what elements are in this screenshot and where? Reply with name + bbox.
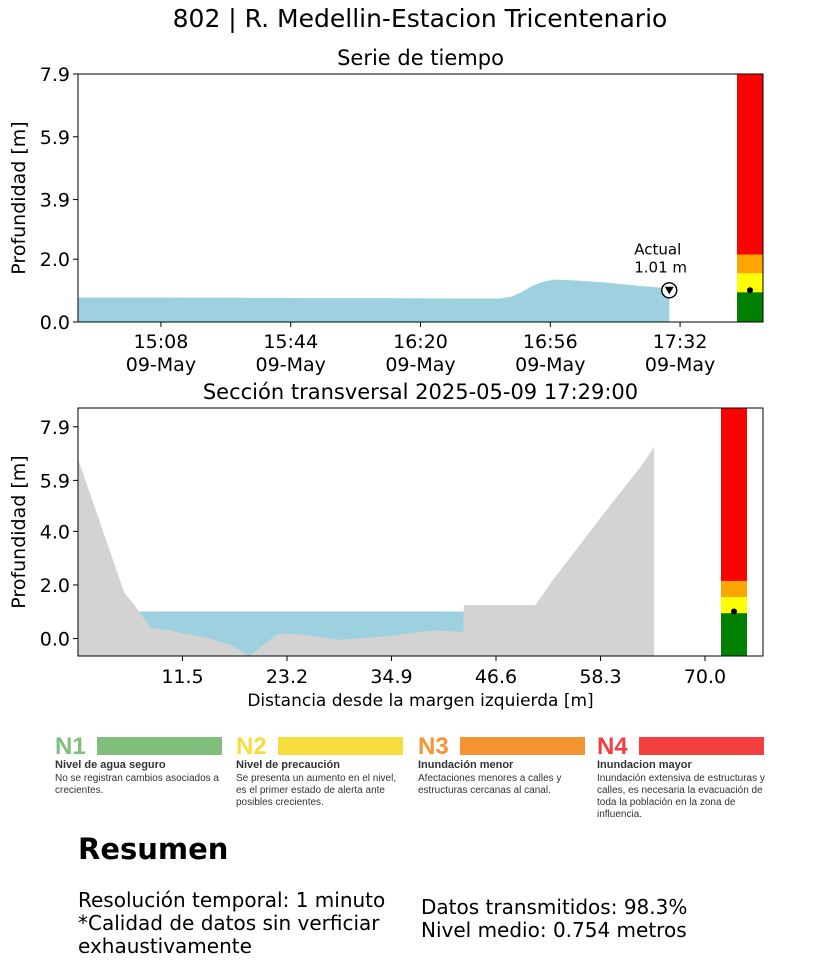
y-tick-label: 7.9 bbox=[40, 417, 70, 439]
x-tick-label: 23.2 bbox=[266, 666, 308, 688]
level-color-bar-n3 bbox=[460, 737, 585, 755]
y-tick-label: 5.9 bbox=[40, 470, 70, 492]
data-transmitted: Datos transmitidos: 98.3% bbox=[421, 895, 688, 919]
level-description-n3: Afectaciones menores a calles y estructu… bbox=[418, 773, 562, 796]
cross-section-frame bbox=[77, 407, 764, 657]
level-band-1 bbox=[737, 292, 763, 322]
x-tick-label: 11.5 bbox=[161, 666, 203, 688]
level-code-n1: N1 bbox=[55, 733, 86, 760]
mean-level: Nivel medio: 0.754 metros bbox=[421, 918, 687, 942]
y-tick-label: 4.0 bbox=[40, 521, 70, 543]
cross-section-title: Sección transversal 2025-05-09 17:29:00 bbox=[203, 380, 638, 404]
annotation-label-line1: Actual bbox=[634, 240, 681, 258]
x-tick-date-label: 09-May bbox=[256, 354, 326, 376]
depth-series-area bbox=[78, 279, 670, 322]
level-name-n3: Inundación menor bbox=[418, 759, 514, 771]
time-series-title: Serie de tiempo bbox=[337, 46, 504, 70]
level-name-n1: Nivel de agua seguro bbox=[55, 759, 166, 771]
level-color-bar-n4 bbox=[639, 737, 764, 755]
level-code-n2: N2 bbox=[236, 733, 267, 760]
level-name-n4: Inundacion mayor bbox=[597, 759, 692, 771]
y-tick-label: 0.0 bbox=[40, 629, 70, 651]
level-marker bbox=[747, 287, 753, 294]
level-color-bar-n1 bbox=[97, 737, 222, 755]
temporal-resolution: Resolución temporal: 1 minuto bbox=[78, 888, 386, 912]
y-tick-label: 2.0 bbox=[40, 249, 70, 271]
y-axis-label: Profundidad [m] bbox=[8, 455, 30, 608]
level-color-bar-n2 bbox=[278, 737, 403, 755]
current-level-triangle-icon bbox=[664, 286, 674, 295]
y-tick-label: 2.0 bbox=[40, 575, 70, 597]
x-tick-time-label: 15:08 bbox=[134, 331, 189, 353]
annotation-value-line2: 1.01 m bbox=[634, 258, 687, 276]
level-description-n2: Se presenta un aumento en el nivel, es e… bbox=[236, 773, 397, 808]
y-tick-label: 3.9 bbox=[40, 190, 70, 212]
x-tick-date-label: 09-May bbox=[126, 354, 196, 376]
level-description-n1: No se registran cambios asociados a crec… bbox=[55, 773, 219, 796]
level-description-n4: Inundación extensiva de estructuras y ca… bbox=[597, 773, 765, 820]
x-tick-time-label: 16:56 bbox=[523, 331, 578, 353]
data-quality-note-line2: exhaustivamente bbox=[78, 934, 252, 958]
level-band-1 bbox=[721, 613, 747, 656]
data-quality-note-line1: *Calidad de datos sin verficiar bbox=[78, 911, 380, 935]
x-tick-date-label: 09-May bbox=[645, 354, 715, 376]
summary-title: Resumen bbox=[78, 832, 229, 866]
x-tick-time-label: 15:44 bbox=[263, 331, 318, 353]
y-tick-label: 0.0 bbox=[40, 312, 70, 334]
level-band-2 bbox=[721, 597, 747, 614]
level-code-n4: N4 bbox=[597, 733, 628, 760]
x-tick-time-label: 17:32 bbox=[653, 331, 708, 353]
level-band-3 bbox=[737, 254, 763, 274]
level-marker bbox=[731, 608, 737, 615]
x-tick-label: 70.0 bbox=[684, 666, 726, 688]
x-tick-label: 34.9 bbox=[370, 666, 412, 688]
summary-left-block: Resolución temporal: 1 minuto *Calidad d… bbox=[78, 889, 385, 958]
level-name-n2: Nivel de precaución bbox=[236, 759, 340, 771]
summary-right-block: Datos transmitidos: 98.3% Nivel medio: 0… bbox=[421, 896, 687, 942]
level-code-n3: N3 bbox=[418, 733, 449, 760]
x-tick-label: 58.3 bbox=[579, 666, 621, 688]
x-tick-date-label: 09-May bbox=[385, 354, 455, 376]
channel-bed-area bbox=[78, 446, 655, 656]
x-axis-label: Distancia desde la margen izquierda [m] bbox=[247, 691, 593, 711]
x-tick-time-label: 16:20 bbox=[393, 331, 448, 353]
page-title: 802 | R. Medellin-Estacion Tricentenario bbox=[172, 4, 668, 33]
y-tick-label: 7.9 bbox=[40, 64, 70, 86]
y-axis-label: Profundidad [m] bbox=[8, 121, 30, 274]
level-band-4 bbox=[721, 408, 747, 581]
level-band-3 bbox=[721, 580, 747, 598]
x-tick-date-label: 09-May bbox=[515, 354, 585, 376]
level-band-2 bbox=[737, 273, 763, 293]
cross-section-chart: Sección transversal 2025-05-09 17:29:00 0… bbox=[8, 380, 764, 711]
x-tick-label: 46.6 bbox=[475, 666, 517, 688]
y-tick-label: 5.9 bbox=[40, 127, 70, 149]
level-band-4 bbox=[737, 74, 763, 255]
